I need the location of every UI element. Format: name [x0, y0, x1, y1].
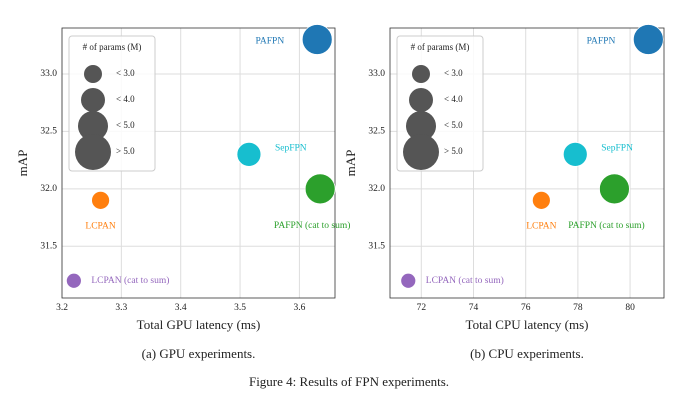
point-label: LCPAN (cat to sum): [91, 275, 169, 286]
y-tick-label: 31.5: [368, 241, 385, 251]
bubble: [531, 190, 551, 210]
x-tick-label: 72: [417, 303, 427, 313]
y-tick-label: 32.5: [368, 127, 385, 137]
legend-label: < 4.0: [116, 94, 135, 104]
legend-title: # of params (M): [83, 42, 142, 52]
y-tick-label: 33.0: [368, 69, 385, 79]
plot-frame: [61, 27, 336, 299]
legend-label: < 4.0: [444, 94, 463, 104]
x-tick-label: 3.5: [234, 303, 246, 313]
y-tick-label: 32.0: [368, 184, 385, 194]
point-label: SepFPN: [275, 144, 307, 154]
bubble: [65, 272, 82, 289]
x-tick-label: 3.2: [56, 303, 68, 313]
x-tick-label: 76: [521, 303, 531, 313]
legend-marker: [403, 134, 439, 170]
legend-marker: [78, 111, 108, 141]
legend-marker: [84, 65, 102, 83]
y-tick-label: 31.5: [40, 241, 57, 251]
point-label: PAFPN (cat to sum): [274, 220, 350, 231]
legend-label: > 5.0: [116, 146, 135, 156]
x-tick-label: 78: [573, 303, 583, 313]
chart-caption: (b) CPU experiments.: [470, 346, 584, 361]
bubble: [91, 190, 110, 210]
plot-frame: [389, 27, 665, 299]
point-label: PAFPN (cat to sum): [568, 220, 644, 231]
bubble: [562, 141, 588, 167]
legend-label: < 5.0: [444, 120, 463, 130]
legend-marker: [81, 88, 105, 112]
x-tick-label: 3.3: [115, 303, 127, 313]
point-label: PAFPN: [255, 37, 284, 47]
point-label: LCPAN: [85, 222, 115, 232]
bubble: [599, 173, 630, 205]
y-axis-label: mAP: [15, 150, 30, 177]
legend-marker: [412, 65, 430, 83]
legend-marker: [75, 134, 111, 170]
y-axis-label: mAP: [343, 150, 358, 177]
x-axis-label: Total CPU latency (ms): [466, 317, 589, 332]
y-tick-label: 33.0: [40, 69, 57, 79]
legend-label: < 3.0: [116, 68, 135, 78]
legend-label: > 5.0: [444, 146, 463, 156]
bubble: [301, 24, 333, 55]
figure-caption: Figure 4: Results of FPN experiments.: [249, 374, 449, 389]
y-tick-label: 32.0: [40, 184, 57, 194]
point-label: PAFPN: [587, 37, 616, 47]
legend-label: < 5.0: [116, 120, 135, 130]
legend-title: # of params (M): [411, 42, 470, 52]
bubble: [400, 272, 417, 289]
x-tick-label: 3.4: [175, 303, 187, 313]
legend-marker: [406, 111, 436, 141]
point-label: LCPAN: [526, 222, 556, 232]
x-tick-label: 80: [625, 303, 635, 313]
point-label: LCPAN (cat to sum): [426, 275, 504, 286]
legend-marker: [409, 88, 433, 112]
x-tick-label: 74: [469, 303, 479, 313]
y-tick-label: 32.5: [40, 127, 57, 137]
bubble: [304, 173, 336, 205]
x-axis-label: Total GPU latency (ms): [137, 317, 261, 332]
chart-caption: (a) GPU experiments.: [142, 346, 256, 361]
bubble: [236, 141, 262, 167]
x-tick-label: 3.6: [293, 303, 305, 313]
legend-label: < 3.0: [444, 68, 463, 78]
bubble: [632, 24, 664, 55]
point-label: SepFPN: [601, 144, 633, 154]
